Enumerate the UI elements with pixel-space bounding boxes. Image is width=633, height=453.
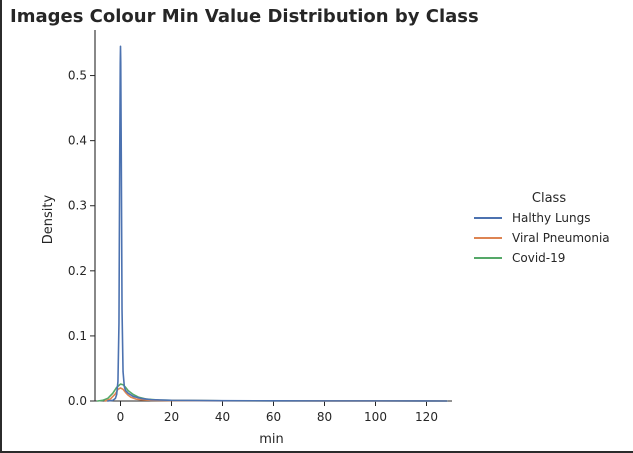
y-tick-label: 0.2	[68, 264, 87, 278]
y-tick-label: 0.3	[68, 199, 87, 213]
x-ticks: 0 20 40 60 80 100 120	[117, 401, 438, 424]
y-tick-label: 0.0	[68, 394, 87, 408]
y-tick-label: 0.5	[68, 69, 87, 83]
x-tick-label: 120	[415, 410, 438, 424]
x-axis-label: min	[259, 432, 284, 447]
x-tick-label: 20	[164, 410, 179, 424]
legend-item-label: Viral Pneumonia	[512, 231, 610, 245]
axes	[94, 30, 452, 402]
y-ticks: 0.0 0.1 0.2 0.3 0.4 0.5	[68, 69, 95, 408]
legend-item-label: Covid-19	[512, 251, 565, 265]
x-tick-label: 100	[364, 410, 387, 424]
legend-title: Class	[532, 191, 566, 206]
chart-title: Images Colour Min Value Distribution by …	[10, 6, 479, 27]
y-tick-label: 0.4	[68, 134, 87, 148]
legend: Class Halthy Lungs Viral Pneumonia Covid-1…	[474, 191, 610, 265]
series-line	[96, 383, 448, 402]
window-left-border	[0, 0, 2, 453]
series-line	[106, 45, 448, 402]
window-bottom-border	[0, 451, 633, 453]
x-tick-label: 40	[215, 410, 230, 424]
x-tick-label: 0	[117, 410, 125, 424]
y-axis-label: Density	[41, 194, 56, 244]
series-group	[96, 45, 448, 402]
y-tick-label: 0.1	[68, 329, 87, 343]
x-tick-label: 80	[317, 410, 332, 424]
legend-item-label: Halthy Lungs	[512, 211, 591, 225]
x-tick-label: 60	[266, 410, 281, 424]
